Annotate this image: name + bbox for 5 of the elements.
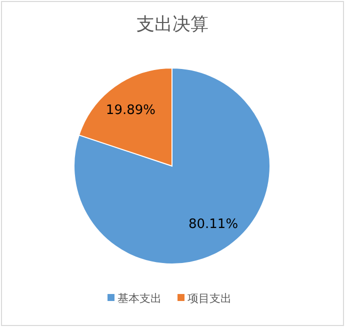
data-label: 80.11% [188,217,238,232]
legend-label: 基本支出 [118,292,162,305]
legend-label: 项目支出 [188,292,232,305]
data-label: 19.89% [106,102,156,118]
chart-title: 支出决算 [136,14,208,35]
